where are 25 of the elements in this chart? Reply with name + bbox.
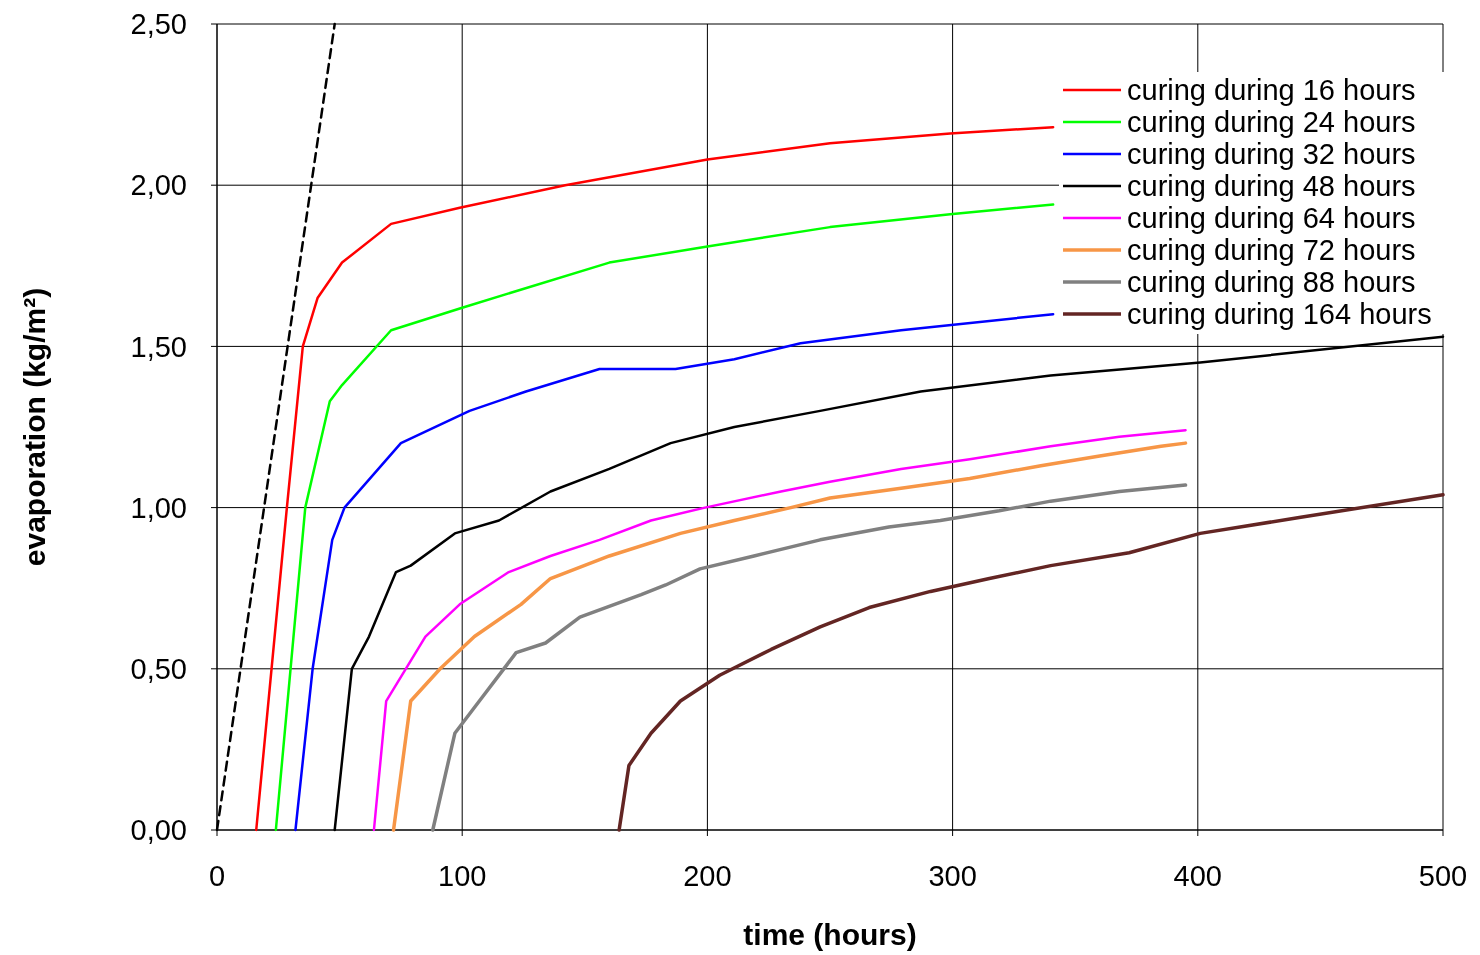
- legend-label: curing during 16 hours: [1127, 74, 1416, 107]
- y-tick-label: 2,50: [130, 8, 187, 41]
- x-tick-label: 500: [1418, 860, 1468, 892]
- y-tick-label: 0,00: [130, 814, 187, 847]
- y-tick-label: 1,00: [130, 491, 187, 524]
- legend-label: curing during 72 hours: [1127, 234, 1416, 267]
- y-tick-label: 2,00: [130, 169, 187, 202]
- x-tick-label: 200: [683, 860, 732, 892]
- line-series: [431, 483, 1188, 832]
- legend-label: curing during 164 hours: [1127, 298, 1432, 331]
- legend-label: curing during 24 hours: [1127, 106, 1416, 139]
- y-tick-label: 1,50: [130, 330, 187, 363]
- legend-label: curing during 48 hours: [1127, 170, 1416, 203]
- y-tick-label: 0,50: [130, 652, 187, 685]
- legend-label: curing during 88 hours: [1127, 266, 1416, 299]
- x-tick-label: 300: [928, 860, 977, 892]
- x-tick-label: 0: [208, 860, 226, 892]
- x-axis-title: time (hours): [743, 918, 917, 951]
- x-tick-label: 400: [1173, 860, 1222, 892]
- legend-label: curing during 32 hours: [1127, 138, 1416, 171]
- line-series: [294, 312, 1055, 832]
- y-axis-title: evaporation (kg/m²): [18, 287, 51, 567]
- line-series: [617, 492, 1445, 832]
- legend-label: curing during 64 hours: [1127, 202, 1416, 235]
- x-tick-label: 100: [438, 860, 487, 892]
